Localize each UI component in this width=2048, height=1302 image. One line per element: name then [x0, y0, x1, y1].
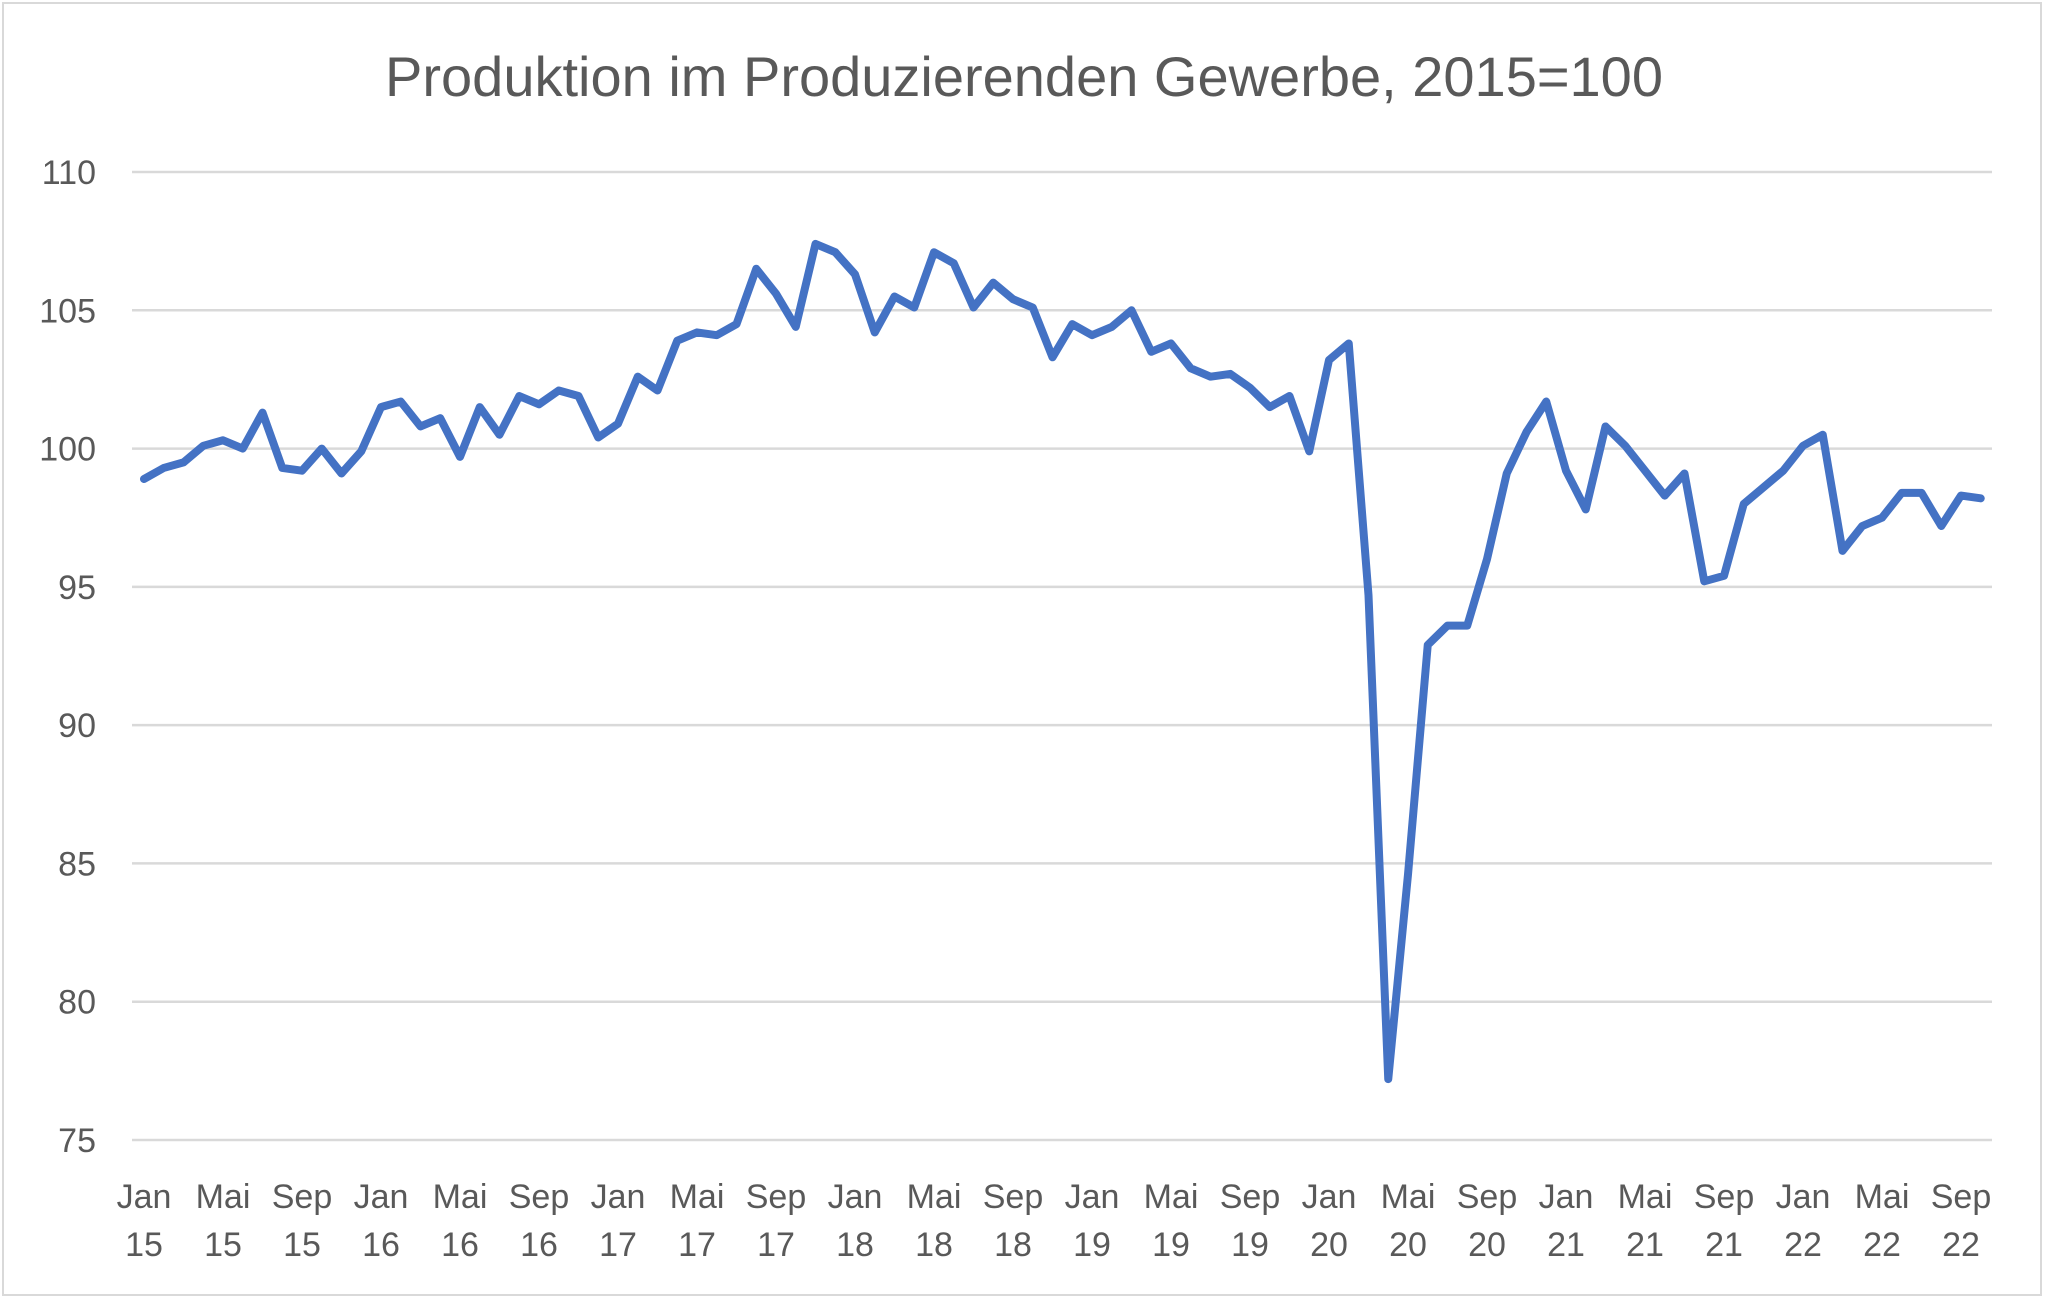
x-tick-month: Mai: [670, 1178, 725, 1216]
x-tick-month: Sep: [746, 1178, 807, 1216]
x-tick-label: Mai 15: [196, 1178, 251, 1264]
x-tick-year: 19: [1073, 1226, 1111, 1264]
y-tick-label: 75: [58, 1122, 96, 1160]
x-tick-month: Jan: [1065, 1178, 1120, 1216]
x-tick-label: Sep 15: [272, 1178, 333, 1264]
y-tick-label: 100: [39, 431, 96, 469]
x-tick-year: 21: [1626, 1226, 1664, 1264]
gridlines: [132, 170, 1992, 1142]
x-tick-year: 20: [1310, 1226, 1348, 1264]
x-axis-ticks: Jan 15 Mai 15 Sep 15 Jan 16 Mai 16 Sep 16 Jan 17 Mai 17…: [117, 1178, 1992, 1264]
x-tick-month: Sep: [1694, 1178, 1755, 1216]
x-tick-label: Sep 17: [746, 1178, 807, 1264]
x-tick-month: Mai: [433, 1178, 488, 1216]
x-tick-month: Sep: [1931, 1178, 1992, 1216]
x-tick-label: Mai 17: [670, 1178, 725, 1264]
x-tick-month: Jan: [117, 1178, 172, 1216]
x-tick-label: Jan 17: [591, 1178, 646, 1264]
y-tick-label: 90: [58, 707, 96, 745]
x-tick-label: Sep 18: [983, 1178, 1044, 1264]
x-tick-year: 18: [994, 1226, 1032, 1264]
x-tick-label: Mai 22: [1855, 1178, 1910, 1264]
x-tick-year: 17: [599, 1226, 637, 1264]
x-tick-label: Jan 21: [1539, 1178, 1594, 1264]
series-line-0: [140, 239, 1985, 1084]
x-tick-year: 15: [283, 1226, 321, 1264]
x-tick-year: 17: [678, 1226, 716, 1264]
x-tick-label: Mai 21: [1618, 1178, 1673, 1264]
y-tick-label: 110: [42, 154, 96, 192]
x-tick-year: 17: [757, 1226, 795, 1264]
x-tick-month: Mai: [1855, 1178, 1910, 1216]
x-tick-label: Sep 22: [1931, 1178, 1992, 1264]
y-tick-label: 105: [39, 292, 96, 330]
x-tick-label: Jan 15: [117, 1178, 172, 1264]
y-axis-ticks: 75 80 85 90 95 100 105 110: [39, 154, 96, 1160]
y-tick-label: 95: [58, 569, 96, 607]
x-tick-label: Jan 20: [1302, 1178, 1357, 1264]
line-chart: Produktion im Produzierenden Gewerbe, 20…: [39, 45, 1992, 1264]
series-layer: [140, 239, 1985, 1084]
x-tick-label: Jan 18: [828, 1178, 883, 1264]
x-tick-label: Sep 20: [1457, 1178, 1518, 1264]
x-tick-label: Sep 16: [509, 1178, 570, 1264]
x-tick-year: 21: [1705, 1226, 1743, 1264]
x-tick-month: Jan: [591, 1178, 646, 1216]
x-tick-year: 22: [1784, 1226, 1822, 1264]
x-tick-month: Jan: [1302, 1178, 1357, 1216]
x-tick-month: Sep: [272, 1178, 333, 1216]
x-tick-label: Jan 16: [354, 1178, 409, 1264]
x-tick-year: 18: [836, 1226, 874, 1264]
x-tick-label: Sep 21: [1694, 1178, 1755, 1264]
x-tick-label: Mai 16: [433, 1178, 488, 1264]
x-tick-month: Mai: [1144, 1178, 1199, 1216]
x-tick-month: Mai: [1381, 1178, 1436, 1216]
x-tick-month: Jan: [1776, 1178, 1831, 1216]
x-tick-year: 16: [441, 1226, 479, 1264]
x-tick-label: Mai 20: [1381, 1178, 1436, 1264]
x-tick-month: Jan: [828, 1178, 883, 1216]
chart-title: Produktion im Produzierenden Gewerbe, 20…: [385, 45, 1663, 108]
x-tick-year: 22: [1863, 1226, 1901, 1264]
x-tick-year: 22: [1942, 1226, 1980, 1264]
x-tick-label: Mai 18: [907, 1178, 962, 1264]
x-tick-month: Jan: [354, 1178, 409, 1216]
y-tick-label: 80: [58, 984, 96, 1022]
x-tick-month: Sep: [509, 1178, 570, 1216]
x-tick-year: 16: [362, 1226, 400, 1264]
x-tick-month: Mai: [196, 1178, 251, 1216]
x-tick-label: Jan 19: [1065, 1178, 1120, 1264]
x-tick-year: 16: [520, 1226, 558, 1264]
x-tick-month: Mai: [1618, 1178, 1673, 1216]
x-tick-year: 19: [1231, 1226, 1269, 1264]
y-tick-label: 85: [58, 845, 96, 883]
x-tick-year: 15: [125, 1226, 163, 1264]
x-tick-year: 20: [1389, 1226, 1427, 1264]
x-tick-month: Sep: [1457, 1178, 1518, 1216]
x-tick-label: Mai 19: [1144, 1178, 1199, 1264]
x-tick-month: Sep: [1220, 1178, 1281, 1216]
x-tick-year: 18: [915, 1226, 953, 1264]
x-tick-month: Jan: [1539, 1178, 1594, 1216]
x-tick-year: 20: [1468, 1226, 1506, 1264]
x-tick-month: Sep: [983, 1178, 1044, 1216]
x-tick-label: Jan 22: [1776, 1178, 1831, 1264]
x-tick-year: 15: [204, 1226, 242, 1264]
x-tick-label: Sep 19: [1220, 1178, 1281, 1264]
x-tick-year: 19: [1152, 1226, 1190, 1264]
x-tick-year: 21: [1547, 1226, 1585, 1264]
x-tick-month: Mai: [907, 1178, 962, 1216]
